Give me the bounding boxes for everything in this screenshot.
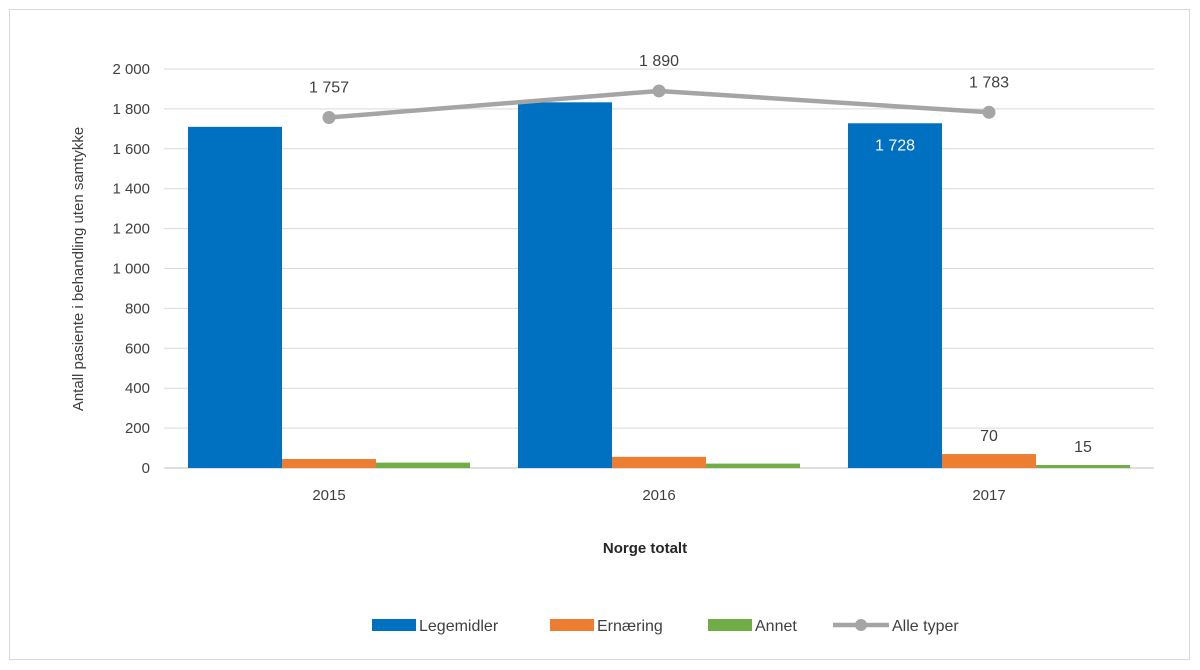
bar-annet (1036, 465, 1130, 468)
y-tick-label: 800 (125, 300, 150, 317)
y-tick-label: 400 (125, 380, 150, 397)
y-tick-label: 1 600 (112, 141, 150, 158)
y-axis-ticks: 0 200 400 600 800 1 000 1 200 1 400 1 600 1 800 2 … (112, 61, 150, 477)
bar-ernæring (612, 456, 706, 468)
legend-marker (855, 619, 867, 631)
y-tick-label: 1 400 (112, 181, 150, 198)
data-label: 1 757 (309, 79, 349, 96)
bar-annet (376, 462, 470, 468)
legend-swatch (372, 619, 416, 631)
legend-label: Annet (755, 618, 797, 635)
y-tick-label: 200 (125, 420, 150, 437)
data-labels: 1 728 70 15 1 757 1 890 1 783 (309, 53, 1092, 456)
data-label: 70 (980, 428, 998, 445)
legend-swatch (708, 619, 752, 631)
y-tick-label: 1 800 (112, 101, 150, 118)
bar-legemidler (188, 126, 282, 468)
legend-label: Alle typer (892, 618, 959, 635)
line-point (322, 110, 336, 124)
bar-ernæring (282, 459, 376, 468)
x-tick-label: 2016 (642, 487, 675, 504)
line-point (982, 105, 996, 119)
data-label: 1 783 (969, 74, 1009, 91)
legend-label: Legemidler (419, 618, 499, 635)
data-label: 1 728 (875, 137, 915, 154)
x-axis-title: Norge totalt (603, 540, 687, 557)
legend-swatch (550, 619, 594, 631)
line-point (652, 84, 666, 98)
gridlines (164, 68, 1154, 469)
data-label: 15 (1074, 439, 1092, 456)
legend-label: Ernæring (597, 618, 663, 635)
bars (188, 102, 1130, 468)
total-line (322, 84, 996, 124)
legend: Legemidler Ernæring Annet Alle typer (372, 618, 959, 635)
y-tick-label: 2 000 (112, 61, 150, 78)
bar-annet (706, 463, 800, 468)
x-tick-label: 2017 (972, 487, 1005, 504)
y-tick-label: 0 (142, 460, 150, 477)
bar-ernæring (942, 454, 1036, 468)
y-tick-label: 1 200 (112, 221, 150, 238)
y-tick-label: 600 (125, 340, 150, 357)
x-tick-label: 2015 (312, 487, 345, 504)
y-axis-title: Antall pasiente i behandling uten samtyk… (70, 127, 87, 411)
bar-legemidler (848, 123, 942, 468)
y-tick-label: 1 000 (112, 261, 150, 278)
bar-legemidler (518, 102, 612, 468)
data-label: 1 890 (639, 53, 679, 70)
x-axis-ticks: 2015 2016 2017 (312, 487, 1005, 504)
